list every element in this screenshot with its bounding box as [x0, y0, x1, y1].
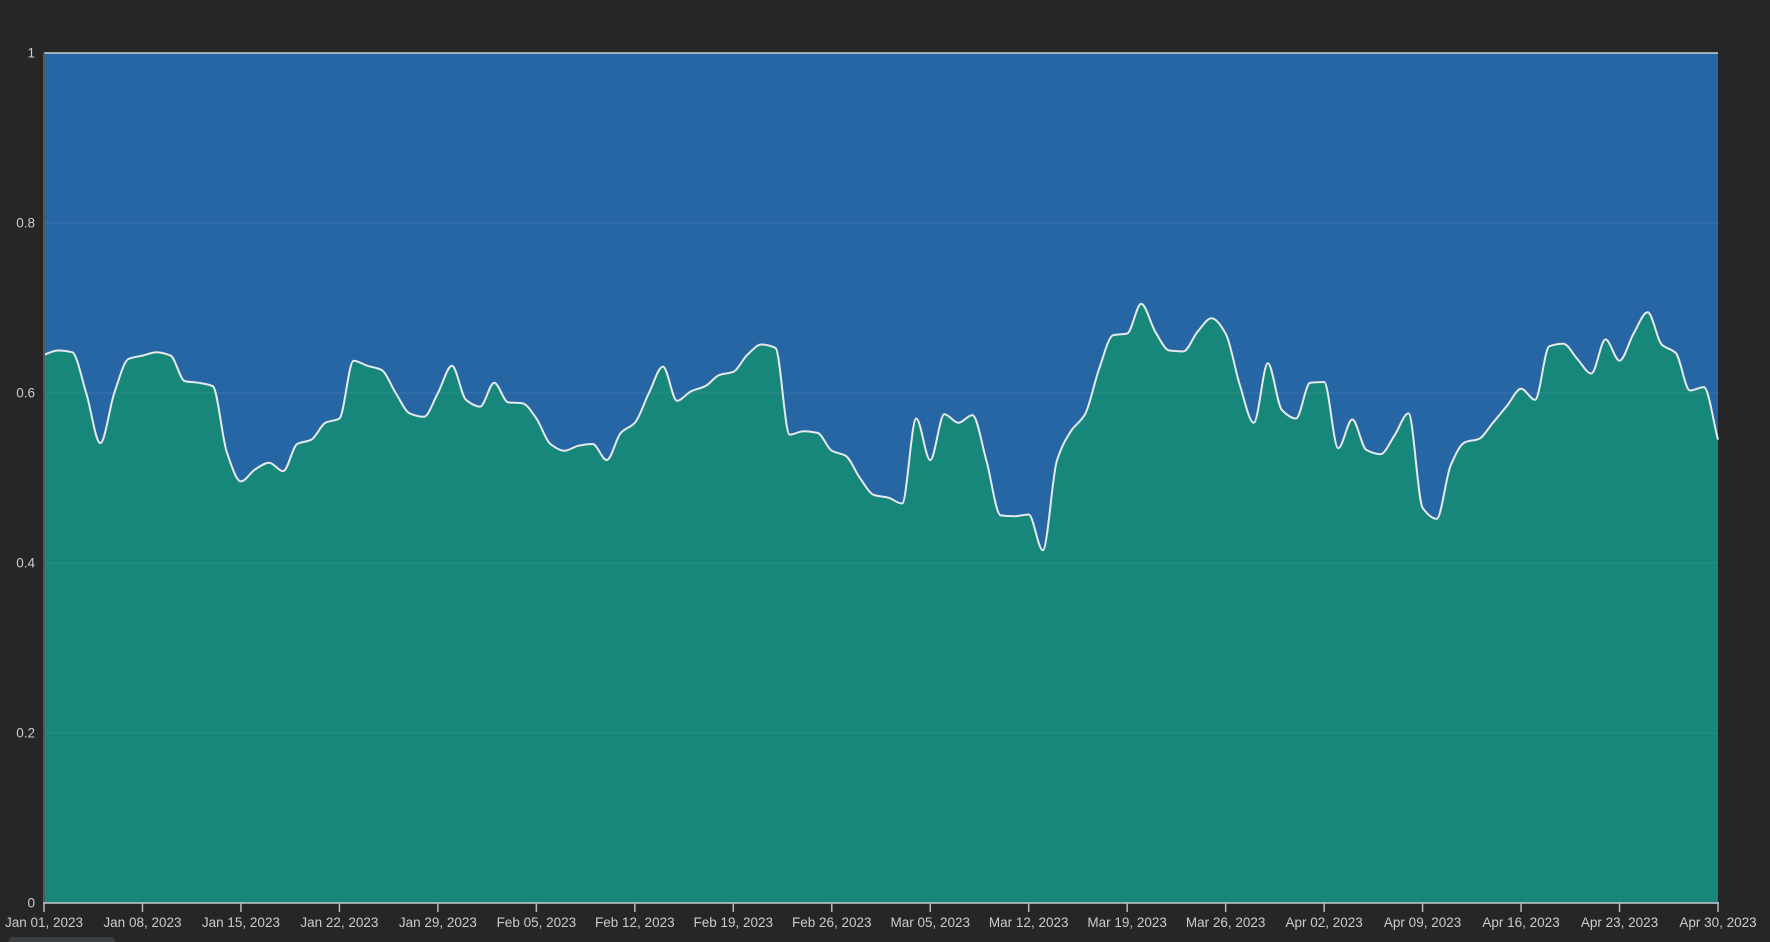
x-tick-label: Jan 15, 2023 [202, 915, 280, 930]
partial-tooltip-fragment [9, 937, 115, 942]
x-tick-label: Mar 05, 2023 [890, 915, 970, 930]
x-tick-label: Feb 12, 2023 [595, 915, 675, 930]
x-tick-label: Mar 12, 2023 [989, 915, 1069, 930]
y-tick-label: 0.8 [16, 216, 35, 231]
x-tick-label: Feb 19, 2023 [694, 915, 774, 930]
x-tick-label: Apr 09, 2023 [1384, 915, 1461, 930]
x-tick-label: Mar 26, 2023 [1186, 915, 1266, 930]
y-tick-label: 0.6 [16, 386, 35, 401]
area-lower-series [44, 303, 1718, 903]
x-tick-label: Jan 08, 2023 [103, 915, 181, 930]
area-upper-series [44, 53, 1718, 551]
x-tick-label: Apr 30, 2023 [1679, 915, 1756, 930]
x-tick-label: Apr 02, 2023 [1285, 915, 1362, 930]
x-tick-label: Jan 29, 2023 [399, 915, 477, 930]
x-tick-label: Apr 23, 2023 [1581, 915, 1658, 930]
lower-series-line [43, 302, 1719, 552]
x-tick-label: Apr 16, 2023 [1482, 915, 1559, 930]
y-tick-label: 0 [27, 896, 35, 911]
x-tick-label: Feb 05, 2023 [497, 915, 577, 930]
x-tick-label: Feb 26, 2023 [792, 915, 872, 930]
x-tick-label: Mar 19, 2023 [1087, 915, 1167, 930]
y-tick-label: 1 [27, 46, 35, 61]
y-tick-label: 0.2 [16, 726, 35, 741]
y-tick-label: 0.4 [16, 556, 35, 571]
x-tick-label: Jan 22, 2023 [300, 915, 378, 930]
x-tick-label: Jan 01, 2023 [5, 915, 83, 930]
